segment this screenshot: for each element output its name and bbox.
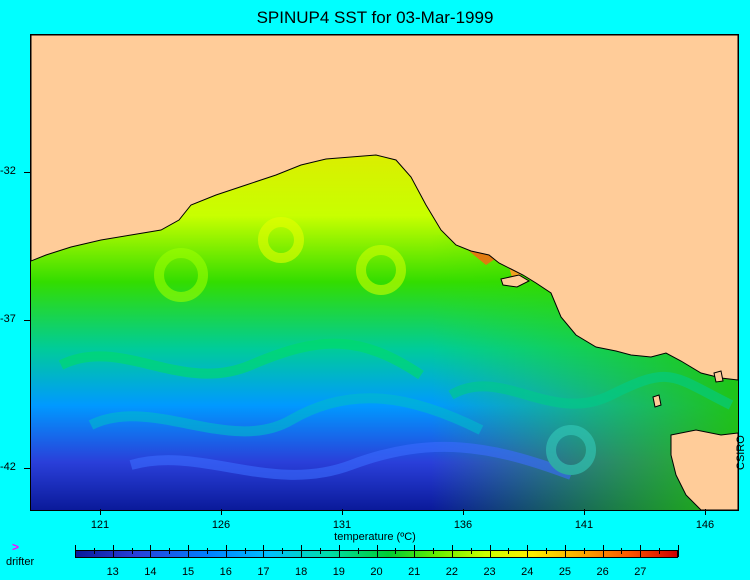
colorbar-tick [169, 548, 171, 554]
colorbar-tick [583, 548, 585, 554]
colorbar-tick [150, 545, 152, 557]
colorbar-label: 22 [445, 566, 458, 578]
colorbar-label: 13 [106, 566, 119, 578]
colorbar-tick [395, 548, 397, 554]
colorbar-tick [357, 548, 359, 554]
colorbar-tick [282, 548, 284, 554]
colorbar-tick [75, 545, 76, 557]
colorbar-label: 27 [634, 566, 647, 578]
colorbar-tick [433, 548, 435, 554]
colorbar-tick [640, 545, 642, 557]
colorbar-tick [112, 545, 114, 557]
colorbar-tick [93, 548, 95, 554]
x-tick-label: 121 [90, 519, 110, 531]
colorbar-label: 24 [521, 566, 534, 578]
drifter-marker-icon: > [12, 540, 20, 554]
colorbar-tick [527, 545, 529, 557]
land-king-island [652, 394, 662, 408]
colorbar-tick [659, 548, 661, 554]
colorbar-tick [319, 548, 321, 554]
x-tick-label: 131 [332, 519, 352, 531]
y-tick-mark [24, 320, 30, 321]
colorbar-tick [508, 548, 510, 554]
colorbar-label: 18 [295, 566, 308, 578]
x-tick-label: 126 [211, 519, 231, 531]
x-tick-mark [100, 509, 101, 515]
colorbar-label: 25 [558, 566, 572, 578]
colorbar-title: temperature (ºC) [334, 531, 416, 543]
x-tick-label: 141 [574, 519, 594, 531]
colorbar-label: 26 [596, 566, 609, 578]
colorbar-tick [131, 548, 133, 554]
colorbar-tick [564, 545, 566, 557]
colorbar-tick [489, 545, 491, 557]
colorbar-tick [338, 545, 340, 557]
colorbar-label: 15 [181, 566, 195, 578]
sst-map [30, 34, 739, 511]
colorbar-tick [225, 545, 227, 557]
map-title: SPINUP4 SST for 03-Mar-1999 [256, 8, 494, 27]
land-mainland [31, 35, 738, 381]
colorbar-label: 23 [483, 566, 496, 578]
colorbar-tick [301, 545, 303, 557]
land-kangaroo-island [500, 274, 531, 288]
land-flinders-island [713, 370, 724, 383]
x-tick-mark [463, 509, 464, 515]
credit-label: CSIRO [735, 435, 747, 470]
colorbar-tick [376, 545, 378, 557]
colorbar-tick [414, 545, 416, 557]
x-tick-label: 146 [695, 519, 715, 531]
colorbar-tick [621, 548, 623, 554]
colorbar-tick [678, 545, 679, 557]
colorbar-ticks [75, 545, 679, 557]
colorbar-tick [602, 545, 604, 557]
colorbar-tick [470, 548, 472, 554]
colorbar-label: 21 [408, 566, 421, 578]
eddy-swirls [58, 217, 734, 480]
colorbar-label: 14 [144, 566, 157, 578]
land-tasmania [670, 429, 738, 510]
colorbar-tick [546, 548, 548, 554]
colorbar-tick [451, 545, 453, 557]
colorbar-tick [263, 545, 265, 557]
x-tick-mark [705, 509, 706, 515]
drifter-legend-label: drifter [6, 556, 35, 568]
x-tick-mark [342, 509, 343, 515]
colorbar-label: 17 [257, 566, 270, 578]
colorbar-tick [244, 548, 246, 554]
y-tick-mark [24, 468, 30, 469]
colorbar-label: 16 [219, 566, 232, 578]
colorbar-label: 19 [332, 566, 345, 578]
x-tick-label: 136 [453, 519, 473, 531]
colorbar-tick [188, 545, 190, 557]
y-tick-label: -32 [0, 165, 16, 177]
x-tick-mark [221, 509, 222, 515]
x-tick-mark [584, 509, 585, 515]
y-tick-label: -37 [0, 313, 16, 325]
y-tick-label: -42 [0, 461, 16, 473]
sst-map-canvas [31, 35, 738, 510]
colorbar-tick [206, 548, 208, 554]
y-tick-mark [24, 172, 30, 173]
colorbar-label: 20 [370, 566, 383, 578]
